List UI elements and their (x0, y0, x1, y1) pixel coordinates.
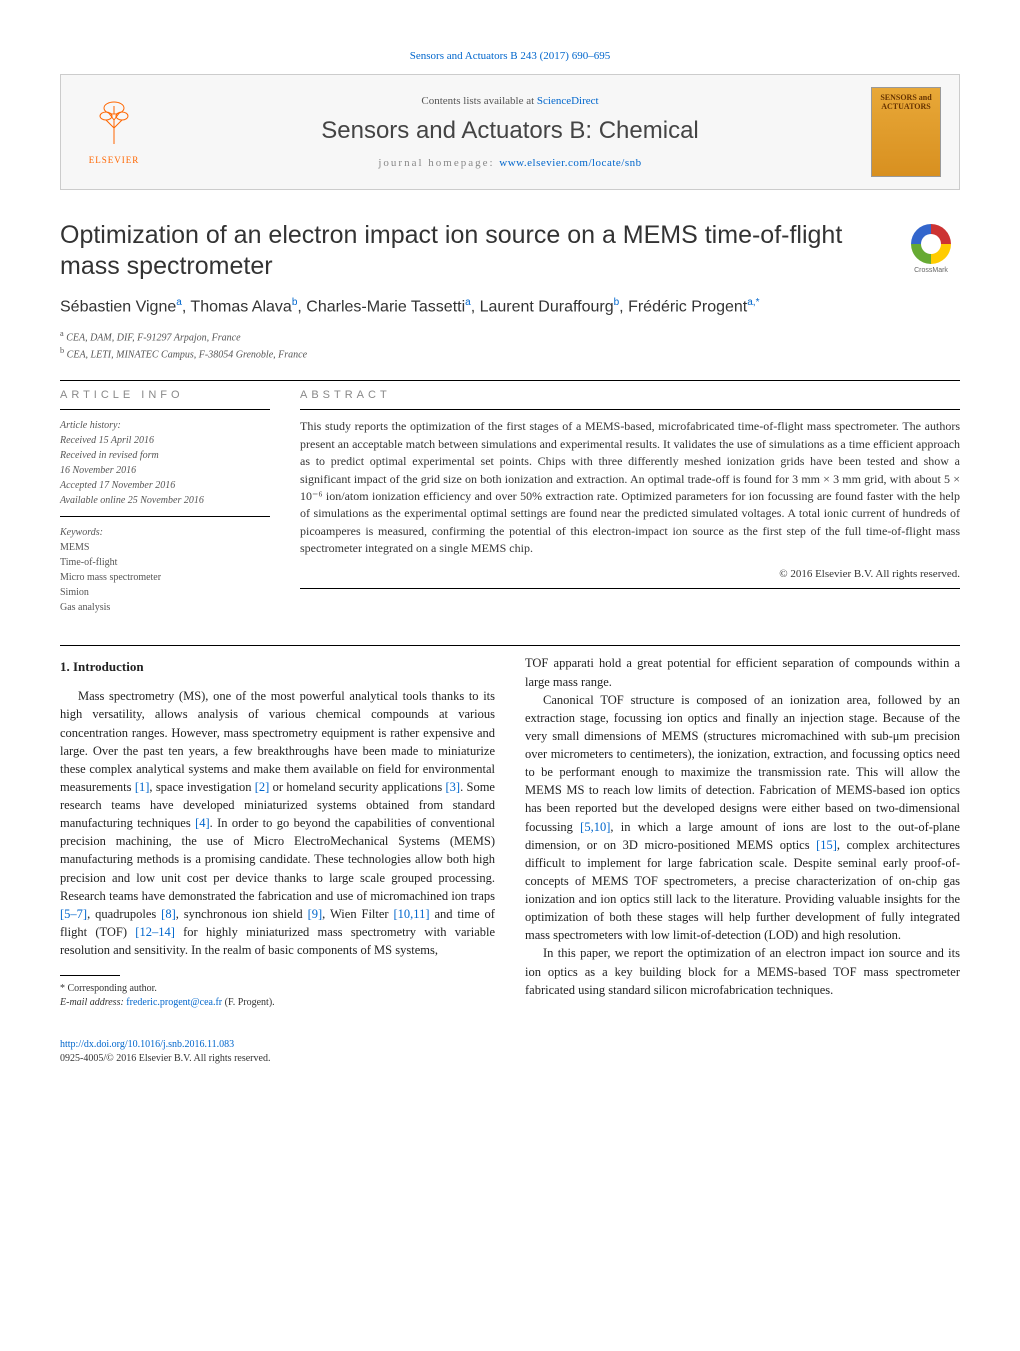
horizontal-rule (60, 516, 270, 517)
history-revised: Received in revised form (60, 448, 270, 463)
body-text: , synchronous ion shield (176, 907, 308, 921)
affil-sup: a (60, 329, 64, 338)
citation-ref[interactable]: [5–7] (60, 907, 87, 921)
elsevier-tree-icon (92, 100, 136, 153)
abstract-heading: ABSTRACT (300, 389, 960, 401)
right-column: TOF apparati hold a great potential for … (525, 654, 960, 1066)
author-affil-sup: a (176, 297, 182, 308)
contents-available: Contents lists available at ScienceDirec… (149, 95, 871, 107)
citation-ref[interactable]: [12–14] (135, 925, 175, 939)
author-list: Sébastien Vignea, Thomas Alavab, Charles… (60, 297, 960, 316)
history-online: Available online 25 November 2016 (60, 493, 270, 508)
article-history: Article history: Received 15 April 2016 … (60, 418, 270, 508)
history-label: Article history: (60, 418, 270, 433)
journal-cover-thumbnail: SENSORS and ACTUATORS (871, 87, 941, 177)
author: Frédéric Progent (628, 298, 747, 315)
footnote-separator (60, 975, 120, 976)
citation-ref[interactable]: [15] (816, 838, 837, 852)
body-text: , complex architectures difficult to imp… (525, 838, 960, 943)
citation-ref[interactable]: [10,11] (394, 907, 430, 921)
body-paragraph: TOF apparati hold a great potential for … (525, 654, 960, 690)
footnote-corr: * Corresponding author. (60, 982, 495, 996)
author-affil-sup: b (292, 297, 298, 308)
horizontal-rule (300, 588, 960, 589)
author: Thomas Alava (190, 298, 291, 315)
footnote-email-label: E-mail address: (60, 997, 126, 1008)
keyword: Gas analysis (60, 600, 270, 615)
citation-ref[interactable]: [1] (135, 780, 150, 794)
journal-header: ELSEVIER Contents lists available at Sci… (60, 74, 960, 190)
author: Sébastien Vigne (60, 298, 176, 315)
left-column: 1. Introduction Mass spectrometry (MS), … (60, 654, 495, 1066)
history-revised-date: 16 November 2016 (60, 463, 270, 478)
keywords-label: Keywords: (60, 525, 270, 540)
history-accepted: Accepted 17 November 2016 (60, 478, 270, 493)
author-affil-sup: a,* (747, 297, 759, 308)
body-text: , quadrupoles (87, 907, 161, 921)
affil-text: CEA, LETI, MINATEC Campus, F-38054 Greno… (67, 349, 307, 360)
doi-link[interactable]: http://dx.doi.org/10.1016/j.snb.2016.11.… (60, 1039, 234, 1050)
body-two-column: 1. Introduction Mass spectrometry (MS), … (60, 654, 960, 1066)
abstract-column: ABSTRACT This study reports the optimiza… (300, 389, 960, 615)
homepage-link[interactable]: www.elsevier.com/locate/snb (499, 157, 641, 169)
author-affil-sup: a (465, 297, 471, 308)
body-text: or homeland security applications (269, 780, 445, 794)
affiliations: a CEA, DAM, DIF, F-91297 Arpajon, France… (60, 328, 960, 363)
keyword: Micro mass spectrometer (60, 570, 270, 585)
journal-homepage: journal homepage: www.elsevier.com/locat… (149, 157, 871, 169)
footnote-email-suffix: (F. Progent). (222, 997, 275, 1008)
doi-block: http://dx.doi.org/10.1016/j.snb.2016.11.… (60, 1038, 495, 1066)
crossmark-icon (911, 224, 951, 264)
affiliation: a CEA, DAM, DIF, F-91297 Arpajon, France (60, 328, 960, 345)
journal-name: Sensors and Actuators B: Chemical (149, 117, 871, 145)
keyword: Simion (60, 585, 270, 600)
section-heading: 1. Introduction (60, 658, 495, 677)
citation-ref[interactable]: [8] (161, 907, 176, 921)
elsevier-label: ELSEVIER (89, 155, 140, 165)
citation-ref[interactable]: [5,10] (580, 820, 610, 834)
article-info-column: ARTICLE INFO Article history: Received 1… (60, 389, 270, 615)
horizontal-rule (60, 645, 960, 646)
top-citation: Sensors and Actuators B 243 (2017) 690–6… (60, 50, 960, 62)
author-affil-sup: b (614, 297, 620, 308)
body-text: , space investigation (149, 780, 254, 794)
body-paragraph: Canonical TOF structure is composed of a… (525, 691, 960, 945)
article-title: Optimization of an electron impact ion s… (60, 220, 882, 283)
article-info-heading: ARTICLE INFO (60, 389, 270, 401)
footnote-email-link[interactable]: frederic.progent@cea.fr (126, 997, 222, 1008)
body-text: Canonical TOF structure is composed of a… (525, 693, 960, 834)
crossmark-badge[interactable]: CrossMark (902, 220, 960, 278)
body-paragraph: In this paper, we report the optimizatio… (525, 944, 960, 998)
keyword: MEMS (60, 540, 270, 555)
crossmark-label: CrossMark (914, 267, 948, 274)
author: Charles-Marie Tassetti (306, 298, 465, 315)
affiliation: b CEA, LETI, MINATEC Campus, F-38054 Gre… (60, 345, 960, 362)
contents-prefix: Contents lists available at (421, 95, 536, 107)
horizontal-rule (60, 380, 960, 381)
body-paragraph: Mass spectrometry (MS), one of the most … (60, 687, 495, 959)
homepage-prefix: journal homepage: (378, 157, 499, 169)
citation-ref[interactable]: [9] (308, 907, 323, 921)
abstract-copyright: © 2016 Elsevier B.V. All rights reserved… (300, 568, 960, 580)
corresponding-author-footnote: * Corresponding author. E-mail address: … (60, 982, 495, 1010)
author: Laurent Duraffourg (480, 298, 614, 315)
keywords-block: Keywords: MEMS Time-of-flight Micro mass… (60, 525, 270, 615)
abstract-text: This study reports the optimization of t… (300, 418, 960, 557)
body-text: , Wien Filter (322, 907, 393, 921)
citation-ref[interactable]: [4] (195, 816, 210, 830)
issn-copyright: 0925-4005/© 2016 Elsevier B.V. All right… (60, 1053, 270, 1064)
elsevier-logo: ELSEVIER (79, 92, 149, 172)
body-text: Mass spectrometry (MS), one of the most … (60, 689, 495, 794)
history-received: Received 15 April 2016 (60, 433, 270, 448)
affil-sup: b (60, 346, 64, 355)
citation-ref[interactable]: [3] (446, 780, 461, 794)
keyword: Time-of-flight (60, 555, 270, 570)
horizontal-rule (60, 409, 270, 410)
affil-text: CEA, DAM, DIF, F-91297 Arpajon, France (66, 332, 240, 343)
horizontal-rule (300, 409, 960, 410)
sciencedirect-link[interactable]: ScienceDirect (537, 95, 599, 107)
citation-ref[interactable]: [2] (255, 780, 270, 794)
